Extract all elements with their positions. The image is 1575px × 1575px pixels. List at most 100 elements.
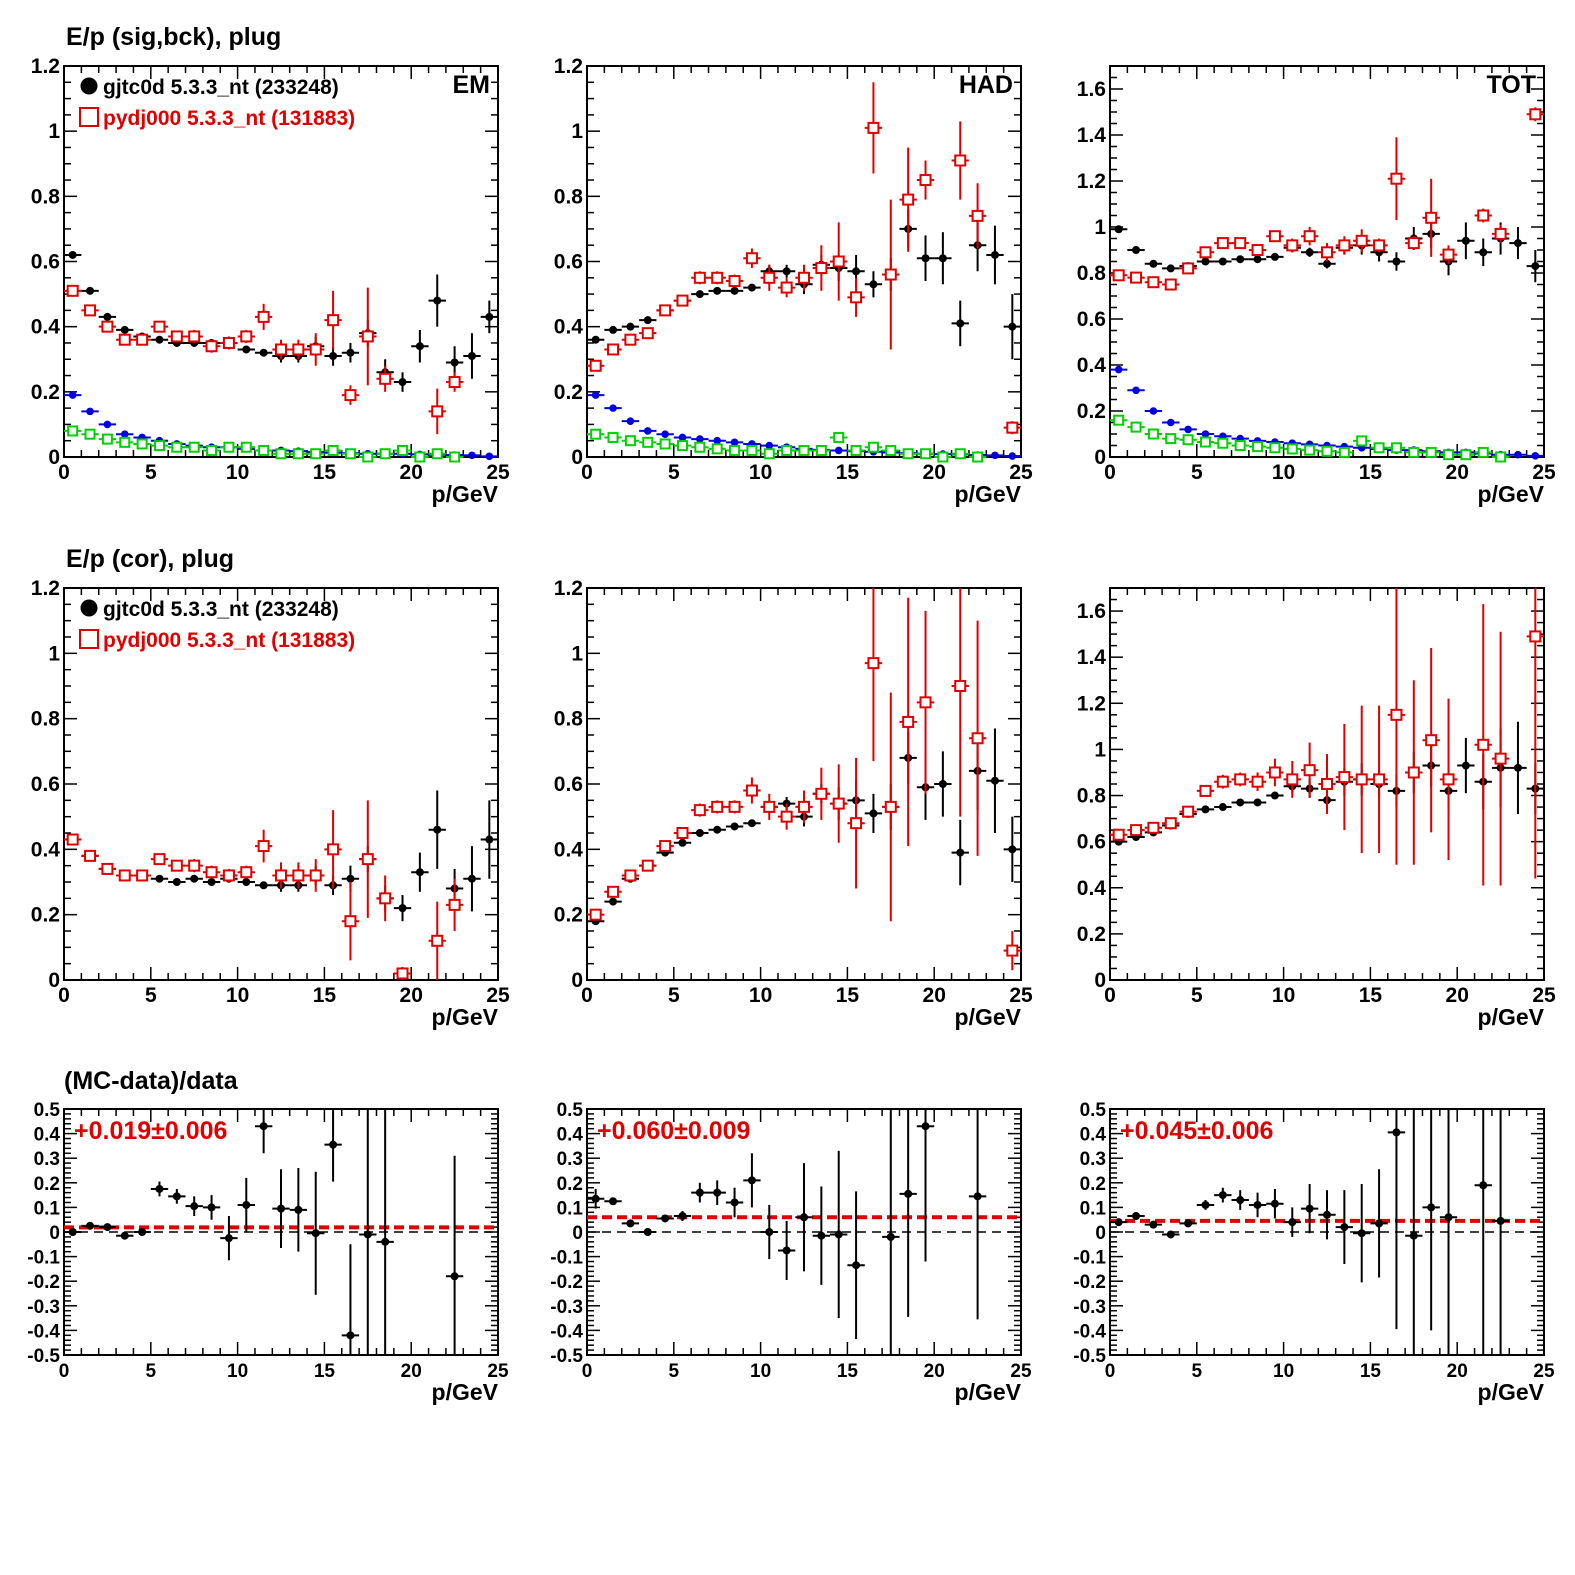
y-tick-label: 0.4 [1077,877,1107,900]
data-point [659,304,672,317]
y-tick-label: 0.2 [557,1174,583,1195]
y-tick-label: 0.8 [1077,262,1107,285]
series-bck_mc [587,428,987,463]
data-point [817,1231,826,1240]
data-point [292,343,305,356]
data-point [609,325,618,334]
data-point [1443,449,1455,461]
data-point [1514,450,1522,459]
y-tick-label: 0 [49,1223,60,1244]
data-point [1356,435,1368,447]
data-point [713,436,721,445]
data-point [1234,237,1247,250]
data-point [1442,248,1455,261]
panels: 0 5 10 15 20 2500.20.40.60.811.2p/GeVEMgjtc0d… [27,55,1556,1405]
data-point [780,281,793,294]
data-point [869,809,878,818]
data-point [1375,1219,1384,1228]
y-tick-label: 1.4 [1077,124,1107,147]
data-point [1357,1229,1366,1238]
data-point [1270,791,1279,800]
x-tick-label: 0 [1105,1361,1116,1382]
data-point [1184,425,1192,434]
data-point [990,776,999,785]
y-tick-label: 0.4 [31,838,61,861]
data-point [1477,446,1489,458]
data-point [136,438,148,450]
y-tick-label: 0.4 [34,1125,61,1146]
data-point [448,376,461,389]
data-point [746,444,758,456]
y-tick-label: 0 [1095,1223,1106,1244]
data-point [832,797,845,810]
data-point [1164,817,1177,830]
data-point [867,441,879,453]
data-point [120,430,129,438]
data-point [763,271,776,284]
data-point [103,312,112,321]
series-bck_mc [64,425,464,463]
data-point [1305,248,1314,257]
x-tick-label: 25 [1533,1361,1555,1382]
data-point [327,314,340,327]
data-point [1373,442,1385,454]
x-tick-label: 5 [146,1361,157,1382]
data-point [920,448,932,460]
data-point [363,1230,372,1239]
data-point [885,444,897,456]
data-point [643,427,652,435]
y-tick-label: 0.6 [554,251,583,274]
y-tick-label: 0.2 [554,381,583,404]
data-point [921,254,930,263]
data-point [1425,446,1437,458]
data-point [1006,944,1019,957]
data-point [1355,234,1368,247]
data-point [1252,441,1264,453]
data-point [1008,452,1017,460]
data-point [919,696,932,709]
panel-ep_sigbck_tot: 0 5 10 15 20 25 0 0.2 0.4 0.6 0.8 1 1.2 1.4 1.6 p/GeV TO… [1077,65,1556,507]
data-point [954,448,966,460]
data-point [103,1223,112,1232]
y-tick-label: 0.2 [1077,400,1106,423]
data-point [277,1204,285,1213]
data-point [224,1234,233,1243]
x-tick-label: 10 [749,461,772,484]
y-tick-label: 1.4 [1077,646,1107,669]
data-point [798,271,810,284]
legend-marker-data [80,599,98,617]
x-tick-label: 15 [313,461,337,484]
x-tick-label: 20 [924,1361,945,1382]
y-tick-label: -0.2 [1073,1272,1106,1293]
y-tick-label: 0 [48,446,60,469]
data-point [205,866,218,879]
series-mc [64,800,464,980]
data-point [259,348,268,357]
data-point [153,853,166,866]
data-point [1286,443,1298,455]
y-tick-label: 1.2 [31,55,60,78]
data-point [119,436,131,448]
data-point [745,252,758,265]
y-tick-label: 0 [571,969,583,992]
data-point [1234,773,1247,786]
x-tick-label: 0 [581,984,593,1007]
data-point [1216,237,1229,250]
data-point [431,405,444,418]
data-point [678,838,687,847]
x-tick-label: 10 [750,1361,771,1382]
data-point [206,444,218,456]
data-point [190,1202,199,1211]
data-point [695,290,704,299]
data-point [676,294,689,307]
data-point [678,1212,687,1221]
x-tick-label: 25 [1009,461,1033,484]
y-tick-label: 1 [1094,738,1106,761]
data-point [1147,428,1159,440]
data-point [798,800,810,813]
data-point [730,286,739,295]
data-point [1409,1231,1418,1240]
data-point [1321,246,1333,259]
data-point [1304,444,1316,456]
data-point [1268,230,1281,243]
